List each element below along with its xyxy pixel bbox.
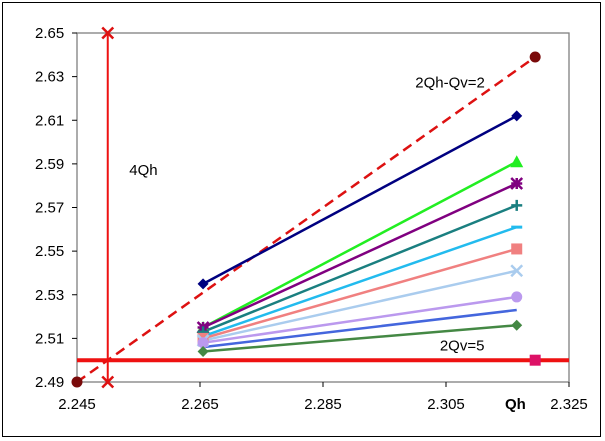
- series-point: [511, 319, 523, 331]
- series-line: [202, 204, 518, 333]
- y-tick-label: 2.57: [35, 200, 64, 217]
- series-line: [202, 114, 518, 285]
- y-tick-label: 2.53: [35, 287, 64, 304]
- series-line: [202, 324, 517, 353]
- series-point: [511, 243, 523, 255]
- constraint-line: [76, 55, 536, 384]
- x-tick-label: 2.265: [181, 396, 219, 413]
- series-line: [202, 160, 518, 329]
- series-point: [197, 337, 209, 349]
- special-point: [529, 354, 541, 366]
- x-tick-label: 2.325: [550, 396, 588, 413]
- series-point: [510, 155, 524, 168]
- y-tick-label: 2.49: [35, 374, 64, 391]
- series-point: [510, 264, 524, 278]
- annotation: 2Qh-Qv=2: [415, 75, 485, 92]
- x-axis-label: Qh: [505, 396, 526, 413]
- y-tick-label: 2.63: [35, 69, 64, 86]
- x-tick-label: 2.245: [58, 396, 96, 413]
- y-tick-label: 2.55: [35, 243, 64, 260]
- y-tick-label: 2.51: [35, 330, 64, 347]
- y-tick-label: 2.61: [35, 112, 64, 129]
- series-line: [202, 295, 517, 344]
- x-tick-label: 2.305: [427, 396, 465, 413]
- special-point: [101, 375, 115, 389]
- series-line: [202, 247, 518, 340]
- special-point: [101, 26, 115, 40]
- series-line: [202, 182, 518, 329]
- series-line: [202, 308, 517, 349]
- x-tick-label: 2.285: [304, 396, 342, 413]
- special-point: [71, 376, 83, 388]
- series-line: [202, 269, 517, 342]
- special-point: [529, 51, 541, 63]
- y-tick-label: 2.59: [35, 156, 64, 173]
- series-line: [202, 225, 518, 338]
- annotation: 4Qh: [129, 162, 157, 179]
- y-tick-label: 2.65: [35, 25, 64, 42]
- series-point: [510, 177, 524, 190]
- series-point: [511, 199, 523, 211]
- annotation: 2Qv=5: [440, 337, 485, 354]
- series-point: [197, 278, 209, 290]
- series-point: [511, 291, 523, 303]
- series-point: [511, 110, 523, 122]
- series-point: [197, 345, 209, 357]
